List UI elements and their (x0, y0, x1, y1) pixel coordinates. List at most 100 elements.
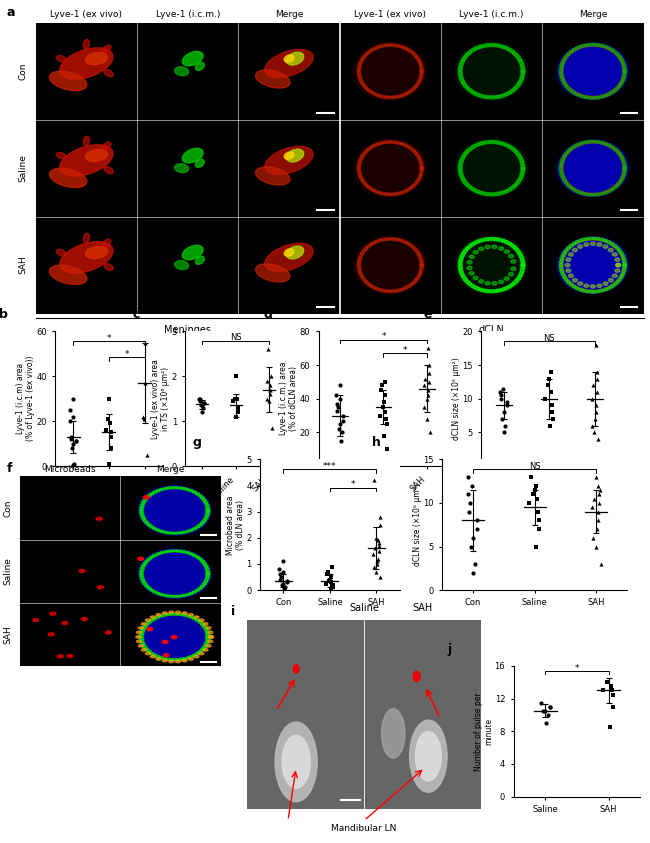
Ellipse shape (200, 585, 205, 588)
Ellipse shape (395, 141, 398, 144)
Ellipse shape (138, 549, 211, 599)
Ellipse shape (578, 239, 582, 242)
Ellipse shape (458, 262, 462, 266)
Ellipse shape (196, 493, 200, 495)
Ellipse shape (463, 152, 467, 155)
Point (68, 392, 78, 405)
Ellipse shape (369, 243, 372, 246)
Bar (120, 476, 221, 540)
Ellipse shape (287, 246, 304, 259)
Ellipse shape (182, 659, 187, 662)
Ellipse shape (502, 287, 506, 291)
Ellipse shape (623, 167, 627, 169)
Ellipse shape (140, 638, 144, 641)
Ellipse shape (478, 247, 484, 250)
Ellipse shape (381, 142, 385, 144)
Ellipse shape (623, 70, 627, 72)
Point (591, 540, 601, 553)
Point (502, 399, 512, 412)
Ellipse shape (622, 164, 626, 166)
Text: Saline: Saline (349, 603, 379, 613)
Ellipse shape (611, 187, 614, 190)
Ellipse shape (578, 191, 582, 194)
Ellipse shape (460, 273, 464, 277)
Y-axis label: dCLN size (×10⁵ μm²): dCLN size (×10⁵ μm²) (413, 483, 422, 566)
Ellipse shape (616, 263, 621, 267)
Point (326, 570, 337, 583)
Ellipse shape (415, 153, 419, 156)
Ellipse shape (192, 528, 196, 529)
Point (588, 531, 598, 545)
Ellipse shape (175, 260, 188, 270)
Ellipse shape (404, 287, 408, 289)
Ellipse shape (469, 255, 474, 259)
Ellipse shape (410, 283, 413, 286)
Ellipse shape (610, 145, 614, 148)
Ellipse shape (621, 160, 625, 163)
Point (278, 582, 289, 595)
Point (106, 426, 116, 439)
Ellipse shape (569, 244, 573, 247)
Ellipse shape (419, 62, 422, 64)
Ellipse shape (147, 524, 151, 526)
Ellipse shape (192, 654, 196, 656)
Ellipse shape (518, 177, 522, 180)
Ellipse shape (150, 652, 154, 654)
Ellipse shape (175, 658, 179, 661)
Ellipse shape (600, 289, 604, 293)
Bar (542, 120, 644, 217)
Bar (441, 120, 542, 217)
Ellipse shape (419, 175, 422, 178)
Ellipse shape (505, 93, 509, 96)
Ellipse shape (171, 595, 175, 598)
Ellipse shape (562, 158, 565, 161)
Ellipse shape (384, 141, 388, 143)
Bar (340, 23, 441, 120)
Ellipse shape (612, 274, 618, 277)
Ellipse shape (560, 63, 564, 67)
Ellipse shape (592, 238, 595, 240)
Ellipse shape (521, 70, 525, 72)
Ellipse shape (520, 172, 525, 175)
Ellipse shape (410, 244, 413, 247)
Text: Lyve-1 (ex vivo): Lyve-1 (ex vivo) (354, 10, 426, 19)
Text: *: * (107, 334, 111, 343)
Ellipse shape (413, 85, 417, 89)
Ellipse shape (463, 55, 467, 58)
Point (375, 518, 385, 532)
Ellipse shape (607, 240, 611, 244)
Ellipse shape (465, 53, 469, 56)
Ellipse shape (196, 159, 204, 168)
Point (261, 374, 272, 388)
Ellipse shape (584, 243, 589, 246)
Ellipse shape (196, 556, 200, 558)
Ellipse shape (564, 55, 568, 58)
Ellipse shape (610, 242, 614, 245)
Ellipse shape (611, 50, 614, 52)
Ellipse shape (196, 620, 200, 621)
Ellipse shape (489, 44, 493, 46)
Ellipse shape (562, 82, 566, 84)
Ellipse shape (420, 266, 423, 269)
Ellipse shape (562, 143, 624, 193)
Ellipse shape (156, 490, 160, 491)
Ellipse shape (508, 255, 514, 258)
Text: g: g (193, 436, 202, 449)
Ellipse shape (623, 264, 626, 266)
Ellipse shape (569, 274, 573, 277)
Ellipse shape (138, 557, 144, 561)
Ellipse shape (50, 612, 56, 615)
Text: Merge: Merge (275, 10, 303, 19)
Ellipse shape (621, 257, 625, 260)
Ellipse shape (562, 155, 566, 158)
Ellipse shape (489, 193, 493, 196)
Point (375, 570, 385, 583)
Bar (20, 540, 120, 603)
Text: Mandibular LN: Mandibular LN (332, 824, 396, 834)
Ellipse shape (562, 240, 624, 290)
Ellipse shape (604, 94, 607, 97)
Ellipse shape (600, 192, 603, 195)
Ellipse shape (560, 72, 563, 74)
Point (322, 567, 333, 581)
Ellipse shape (622, 267, 626, 270)
